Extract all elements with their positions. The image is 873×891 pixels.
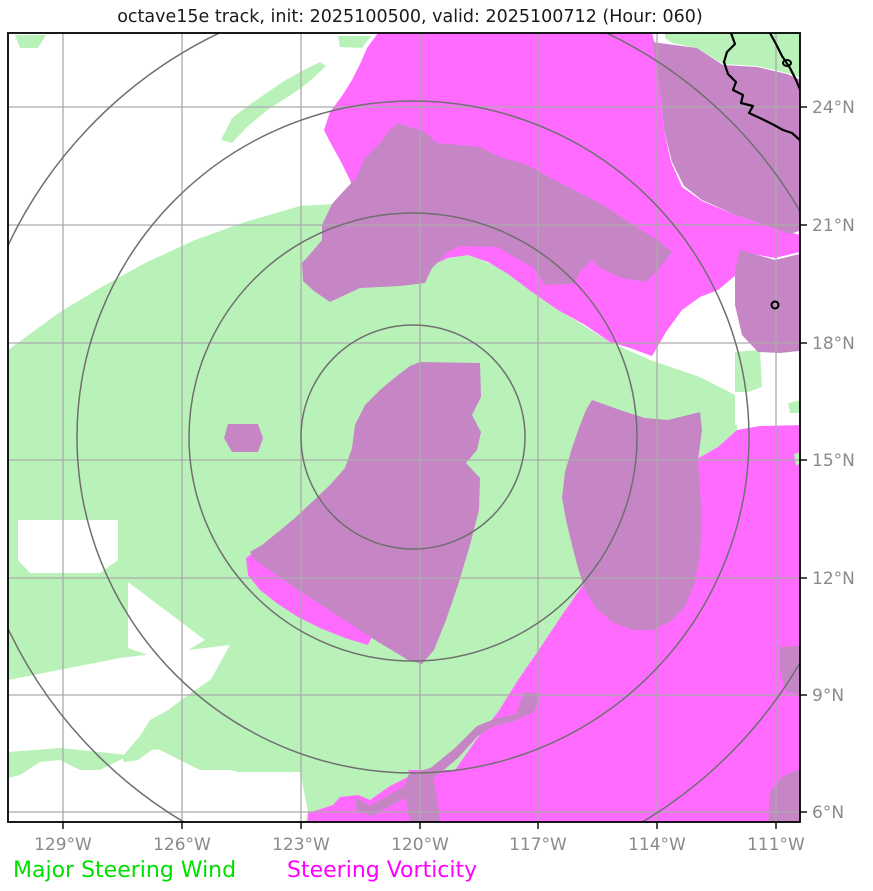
x-tick-label: 123°W [272,835,330,855]
x-tick-label: 126°W [153,835,211,855]
region-steering-wind-nw-corner [15,35,46,48]
island-outline [782,59,792,67]
region-clear-pocket-east [735,352,800,425]
x-tick-label: 117°W [509,835,567,855]
region-overlap-central-blob [250,362,481,664]
range-ring [188,212,638,662]
y-tick-label: 12°N [812,569,855,589]
region-steering-wind-strip-nw [221,62,326,143]
y-tick-label: 18°N [812,334,855,354]
region-clear-pocket-4 [30,772,308,822]
region-steering-wind-strip-sw [122,660,252,762]
legend-vorticity-label: Steering Vorticity [287,858,477,883]
region-steering-wind-fleck-2 [794,452,800,465]
island-outline [770,300,780,310]
axis-ticks: 129°W 126°W 123°W 120°W 117°W 114°W 111°W 24°N 2… [34,98,855,855]
legend-wind-label: Major Steering Wind [13,858,236,883]
region-overlap-east-small [780,645,800,694]
region-steering-wind-patch-top [338,36,371,48]
coastline [722,33,800,142]
y-tick-label: 21°N [812,216,855,236]
y-tick-label: 15°N [812,451,855,471]
map-layers [7,32,801,823]
region-overlap-south-wedge [404,768,440,822]
x-tick-label: 120°W [391,835,449,855]
y-tick-label: 9°N [812,686,844,706]
chart-title: octave15e track, init: 2025100500, valid… [117,7,703,27]
x-tick-label: 129°W [34,835,92,855]
range-ring [76,100,750,774]
region-steering-wind-fleck-1 [788,400,800,413]
y-tick-label: 6°N [812,803,844,823]
region-steering-wind-ne-corner [665,33,800,78]
plot-area [8,33,800,822]
x-tick-label: 111°W [747,835,805,855]
region-steering-wind-pocket-east [735,350,762,392]
y-tick-label: 24°N [812,98,855,118]
region-clear-pocket-1 [18,520,118,573]
region-overlap-south-band [355,692,540,816]
plot-frame [7,32,801,823]
x-tick-label: 114°W [628,835,686,855]
coastline [768,33,800,93]
region-overlap-west-square [224,424,263,452]
region-overlap-east-band [735,250,800,353]
region-overlap-north-blob [302,123,672,302]
range-ring [300,324,526,550]
region-overlap-ne-band [652,42,800,234]
region-overlap-se-blob [562,400,702,630]
